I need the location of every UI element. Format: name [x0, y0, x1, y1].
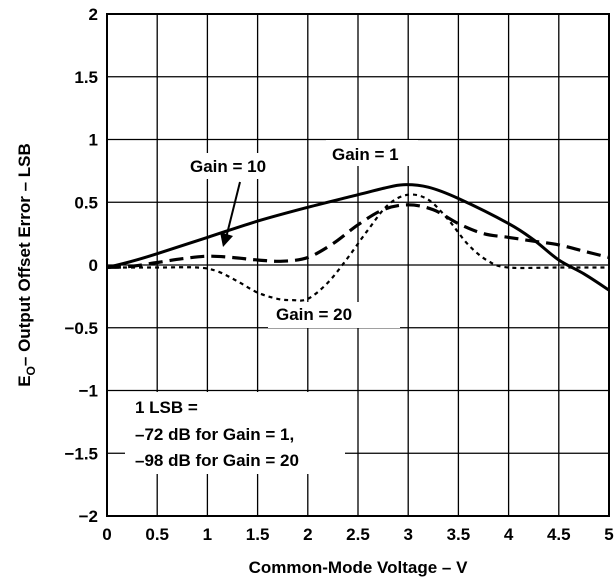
series-line-dotted — [107, 193, 609, 302]
y-tick-label: 0 — [89, 256, 98, 275]
x-tick-label: 5 — [604, 525, 613, 544]
gain10-label-bg — [182, 153, 294, 179]
gain20-label: Gain = 20 — [276, 305, 352, 324]
x-tick-label: 0 — [102, 525, 111, 544]
x-tick-label: 3.5 — [447, 525, 471, 544]
x-tick-label: 4.5 — [547, 525, 571, 544]
x-tick-label: 0.5 — [145, 525, 169, 544]
y-tick-label: −0.5 — [64, 319, 98, 338]
y-tick-label: −2 — [79, 507, 98, 526]
x-tick-label: 1 — [203, 525, 212, 544]
x-tick-label: 1.5 — [246, 525, 270, 544]
y-axis-title-subscript: O — [24, 366, 38, 375]
x-tick-label: 4 — [504, 525, 514, 544]
y-tick-label: 0.5 — [74, 193, 98, 212]
lsb-note-line3: –98 dB for Gain = 20 — [135, 451, 299, 470]
lsb-note-bg — [125, 392, 345, 474]
gain1-label-bg — [326, 140, 418, 166]
gain1-label: Gain = 1 — [332, 145, 399, 164]
y-tick-label: 2 — [89, 5, 98, 24]
y-tick-label: 1.5 — [74, 68, 98, 87]
y-tick-label: −1.5 — [64, 444, 98, 463]
y-tick-label: −1 — [79, 382, 98, 401]
gain20-label-bg — [268, 302, 400, 328]
lsb-note-line1: 1 LSB = — [135, 398, 198, 417]
gain10-label: Gain = 10 — [190, 157, 266, 176]
gain10-pointer-line — [225, 181, 241, 239]
y-axis-title-main: E — [15, 375, 34, 386]
y-axis-title: EO– Output Offset Error – LSB — [15, 143, 38, 387]
lsb-note-line2: –72 dB for Gain = 1, — [135, 425, 294, 444]
x-tick-label: 3 — [403, 525, 412, 544]
x-tick-label: 2.5 — [346, 525, 370, 544]
series-line-solid — [106, 183, 610, 292]
y-axis-title-rest: – Output Offset Error – LSB — [15, 143, 34, 366]
y-tick-labels: 2 1.5 1 0.5 0 −0.5 −1 −1.5 −2 — [64, 5, 98, 526]
x-axis-title: Common-Mode Voltage – V — [249, 558, 468, 577]
x-tick-labels: 0 0.5 1 1.5 2 2.5 3 3.5 4 4.5 5 — [102, 525, 613, 544]
x-tick-label: 2 — [303, 525, 312, 544]
gain10-pointer-arrowhead — [220, 232, 233, 247]
plot-frame — [106, 13, 610, 517]
series-layer — [106, 183, 610, 302]
y-tick-label: 1 — [89, 131, 98, 150]
series-line-dashed — [106, 203, 610, 270]
